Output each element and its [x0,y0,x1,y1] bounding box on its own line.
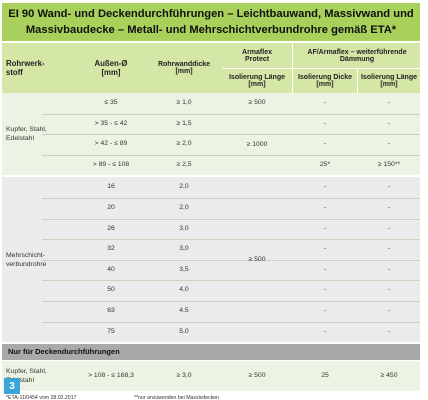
table-cell-dia: 26 [107,224,115,232]
table-cell-ln: - [387,99,391,106]
group-separator [2,175,420,178]
header-wall: Rohrwanddicke [mm] [157,61,211,75]
table-cell-dia: > 89 - ≤ 108 [92,160,130,168]
table-cell-th: - [323,327,327,335]
header-ins-thickness: Isolierung Dicke [mm] [297,74,353,88]
table-cell-wall: 3,5 [179,265,189,273]
table-cell-th: - [323,307,327,314]
row-divider [42,259,420,261]
deck-cell-af: ≥ 500 [248,372,266,380]
row-divider [42,154,420,156]
table-cell-dia: ≤ 35 [104,99,118,106]
table-cell-ln: - [387,286,391,294]
table-cell-wall: 2,0 [179,183,189,191]
table-cell-wall: 4,5 [179,307,189,314]
table-header: Rohrwerk- stoff Außen-Ø [mm] Rohrwanddic… [2,43,420,93]
row-divider [42,198,420,199]
table-cell-th: 25* [319,160,331,168]
table-cell-th: - [323,99,327,106]
row-divider [42,321,420,323]
section-header-label: Nur für Deckendurchführungen [8,347,120,357]
table-cell-wall: ≥ 2,5 [176,160,192,168]
row-divider [42,280,420,282]
header-af-armaflex: AF/Armaflex – weiterführende Dämmung [307,48,407,63]
row-divider [42,113,420,115]
table-cell-wall: 4,0 [179,286,189,294]
table-cell-ln: - [387,245,391,253]
merged-af-length: ≥ 500 [248,255,266,263]
table-cell-ln: ≥ 150** [377,160,401,168]
merged-af-length: ≥ 1000 [246,140,268,148]
header-divider [222,68,420,69]
table-cell-wall: 3,0 [179,245,189,253]
table-cell-wall: ≥ 1,5 [176,119,192,127]
table-cell-ln: - [387,224,391,232]
table-cell-dia: 32 [107,245,115,253]
table-cell-ln: - [387,327,391,335]
table-cell-dia: > 42 - ≤ 89 [94,140,128,148]
deck-cell-dia: > 108 - ≤ 168,3 [88,372,134,380]
table-cell-wall: ≥ 1,0 [176,99,192,106]
row-group-band [2,177,420,343]
table-cell-wall: ≥ 2,0 [176,140,192,148]
eta-table: EI 90 Wand- und Deckendurchführungen – L… [2,3,420,400]
table-cell-ln: - [387,140,391,148]
table-cell-th: - [323,204,327,211]
table-cell-th: - [323,224,327,232]
table-cell-th: - [323,245,327,253]
table-cell-th: - [323,265,327,273]
row-divider [42,134,420,136]
section-header-bar [2,344,420,361]
table-cell-wall: 5,0 [179,327,189,335]
row-divider [42,301,420,302]
deck-cell-ln: ≥ 450 [380,372,398,380]
deck-cell-wall: ≥ 3,0 [176,372,192,380]
footnote-eta: *ETA-11/0454 vom 28.02.2017 [6,395,77,400]
table-body: ≤ 35 ≥ 1,0 ≥ 500 - - > 35 - ≤ 42 ≥ 1,5 - - > 42 -… [2,93,420,400]
header-ins-length: Isolierung Länge [mm] [360,74,417,88]
table-cell-ln: - [387,204,391,211]
deck-cell-th: 25 [321,372,329,380]
table-title: EI 90 Wand- und Deckendurchführungen – L… [2,3,420,43]
row-divider [42,218,420,220]
table-cell-dia: 16 [107,183,115,191]
header-material: Rohrwerk- stoff [6,59,45,77]
table-cell-wall: 3,0 [179,224,189,232]
group-material-label: Kupfer, Stahl, Edelstahl [6,126,47,143]
table-cell-ln: - [387,119,391,127]
table-cell-th: - [323,286,327,294]
table-cell-dia: 40 [107,265,115,273]
figure-number-badge: 3 [4,378,20,394]
deck-row-band [2,361,420,392]
table-cell-ln: - [387,183,391,191]
header-armaflex-protect: Armaflex Protect [242,48,272,63]
header-col-sep [357,69,358,93]
table-cell-dia: 75 [107,327,115,335]
table-cell-dia: 50 [107,286,115,294]
table-cell-ln: - [387,265,391,273]
header-diameter: Außen-Ø [mm] [94,59,128,77]
row-divider [42,239,420,241]
header-af-length: Isolierung Länge [mm] [228,74,285,88]
header-col-sep [292,43,293,93]
group-separator [2,342,420,345]
footnote-massivdecken: **nur anzuwenden bei Massivdecken [134,395,220,400]
table-cell-dia: 20 [107,204,115,211]
table-cell-th: - [323,183,327,191]
table-cell-dia: > 35 - ≤ 42 [94,119,128,127]
table-cell-dia: 63 [107,307,115,314]
table-cell-af: ≥ 500 [248,99,266,106]
table-cell-ln: - [387,307,391,314]
group-material-label: Mehrschicht- verbundrohre [6,251,47,268]
table-cell-th: - [323,119,327,127]
table-cell-wall: 2,0 [179,204,189,211]
table-cell-th: - [323,140,327,148]
